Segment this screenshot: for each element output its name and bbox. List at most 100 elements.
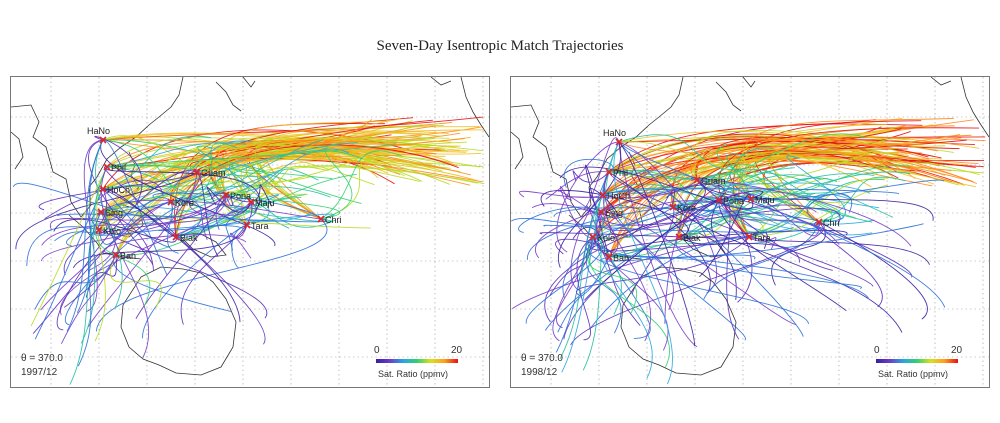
trajectory-path bbox=[696, 173, 856, 219]
trajectory-path bbox=[618, 136, 986, 143]
trajectory-path bbox=[557, 141, 622, 268]
trajectory-path bbox=[618, 130, 936, 158]
station-marker-hano: HaNo bbox=[603, 128, 626, 146]
trajectory-path bbox=[225, 201, 252, 251]
trajectory-path bbox=[83, 139, 104, 313]
station-x-icon bbox=[605, 168, 613, 176]
trajectory-path bbox=[602, 151, 974, 196]
station-label: Kolo bbox=[103, 226, 121, 236]
trajectory-path bbox=[219, 139, 405, 196]
trajectory-path bbox=[87, 211, 116, 272]
station-x-icon bbox=[243, 221, 251, 229]
colorbar-min: 0 bbox=[374, 345, 380, 356]
station-label: Guam bbox=[201, 168, 226, 178]
trajectory-path bbox=[552, 211, 602, 342]
trajectory-path bbox=[240, 151, 433, 203]
trajectory-path bbox=[738, 117, 954, 200]
trajectory-path bbox=[696, 179, 934, 221]
station-marker-hoch: HoCh bbox=[599, 191, 630, 201]
trajectory-path bbox=[725, 192, 820, 237]
trajectory-path bbox=[559, 166, 754, 210]
trajectory-path bbox=[544, 199, 720, 323]
trajectory-path bbox=[106, 160, 220, 169]
station-label: Chri bbox=[325, 215, 342, 225]
trajectory-path bbox=[106, 166, 250, 210]
trajectory-path bbox=[716, 143, 833, 223]
trajectory-path bbox=[600, 125, 955, 213]
trajectory-path bbox=[592, 157, 974, 238]
trajectory-path bbox=[600, 207, 841, 226]
trajectory-lines bbox=[511, 117, 986, 385]
trajectory-path bbox=[672, 206, 903, 333]
station-marker-ban: Ban bbox=[605, 253, 629, 263]
trajectory-path bbox=[696, 133, 865, 181]
station-label: Ban bbox=[613, 253, 629, 263]
trajectory-path bbox=[748, 193, 853, 238]
station-label: Phil bbox=[111, 163, 126, 173]
trajectory-path bbox=[88, 139, 154, 265]
trajectory-path bbox=[696, 179, 808, 213]
trajectory-path bbox=[66, 139, 104, 332]
trajectory-path bbox=[690, 177, 912, 247]
trajectory-path bbox=[618, 141, 718, 294]
trajectory-path bbox=[608, 135, 946, 173]
trajectory-path bbox=[570, 221, 825, 346]
trajectory-path bbox=[739, 151, 899, 200]
station-marker-hano: HaNo bbox=[87, 126, 110, 144]
trajectory-path bbox=[63, 254, 120, 308]
trajectory-path bbox=[518, 206, 602, 233]
trajectory-path bbox=[555, 238, 612, 258]
station-label: Sing bbox=[105, 208, 123, 218]
station-x-icon bbox=[97, 208, 105, 216]
station-label: Kore bbox=[677, 203, 696, 213]
trajectory-path bbox=[592, 159, 917, 238]
station-label: HoCh bbox=[607, 191, 630, 201]
station-label: Pona bbox=[230, 191, 251, 201]
station-x-icon bbox=[675, 233, 683, 241]
station-label: HaNo bbox=[603, 128, 626, 138]
trajectory-path bbox=[519, 190, 604, 198]
trajectory-path bbox=[210, 192, 233, 207]
station-x-icon bbox=[99, 136, 107, 144]
trajectory-path bbox=[225, 184, 273, 207]
trajectory-path bbox=[170, 150, 363, 203]
trajectory-path bbox=[87, 171, 201, 328]
station-label: Ban bbox=[120, 251, 136, 261]
station-marker-kolo: Kolo bbox=[95, 226, 121, 236]
station-x-icon bbox=[605, 253, 613, 261]
trajectory-path bbox=[618, 141, 804, 337]
trajectory-path bbox=[102, 139, 216, 201]
trajectory-path bbox=[814, 221, 883, 308]
trajectory-path bbox=[85, 254, 117, 298]
colorbar-max: 20 bbox=[451, 345, 463, 356]
colorbar-gradient bbox=[876, 359, 958, 363]
trajectory-path bbox=[175, 173, 357, 238]
station-x-icon bbox=[815, 218, 823, 226]
trajectory-path bbox=[104, 166, 266, 345]
station-marker-guam: Guam bbox=[693, 176, 726, 186]
trajectory-path bbox=[748, 236, 777, 250]
trajectory-path bbox=[228, 159, 270, 226]
trajectory-path bbox=[94, 199, 322, 221]
trajectory-path bbox=[170, 148, 415, 203]
trajectory-path bbox=[41, 194, 227, 246]
station-marker-sing: Sing bbox=[597, 208, 623, 218]
station-x-icon bbox=[172, 233, 180, 241]
date-label: 1997/12 bbox=[21, 367, 58, 378]
trajectory-path bbox=[562, 205, 675, 298]
trajectory-path bbox=[786, 155, 846, 223]
trajectory-path bbox=[34, 188, 104, 340]
trajectory-path bbox=[718, 196, 912, 278]
station-x-icon bbox=[669, 203, 677, 211]
trajectory-path bbox=[206, 186, 252, 213]
trajectory-path bbox=[100, 139, 276, 247]
station-marker-pona: Pona bbox=[222, 191, 251, 201]
trajectory-path bbox=[95, 211, 151, 306]
trajectory-path bbox=[102, 188, 241, 323]
station-x-icon bbox=[693, 176, 701, 184]
trajectory-path bbox=[102, 188, 171, 248]
station-marker-phil: Phil bbox=[103, 163, 126, 173]
station-x-icon bbox=[715, 196, 723, 204]
date-label: 1998/12 bbox=[521, 367, 558, 378]
trajectory-path bbox=[106, 143, 397, 168]
